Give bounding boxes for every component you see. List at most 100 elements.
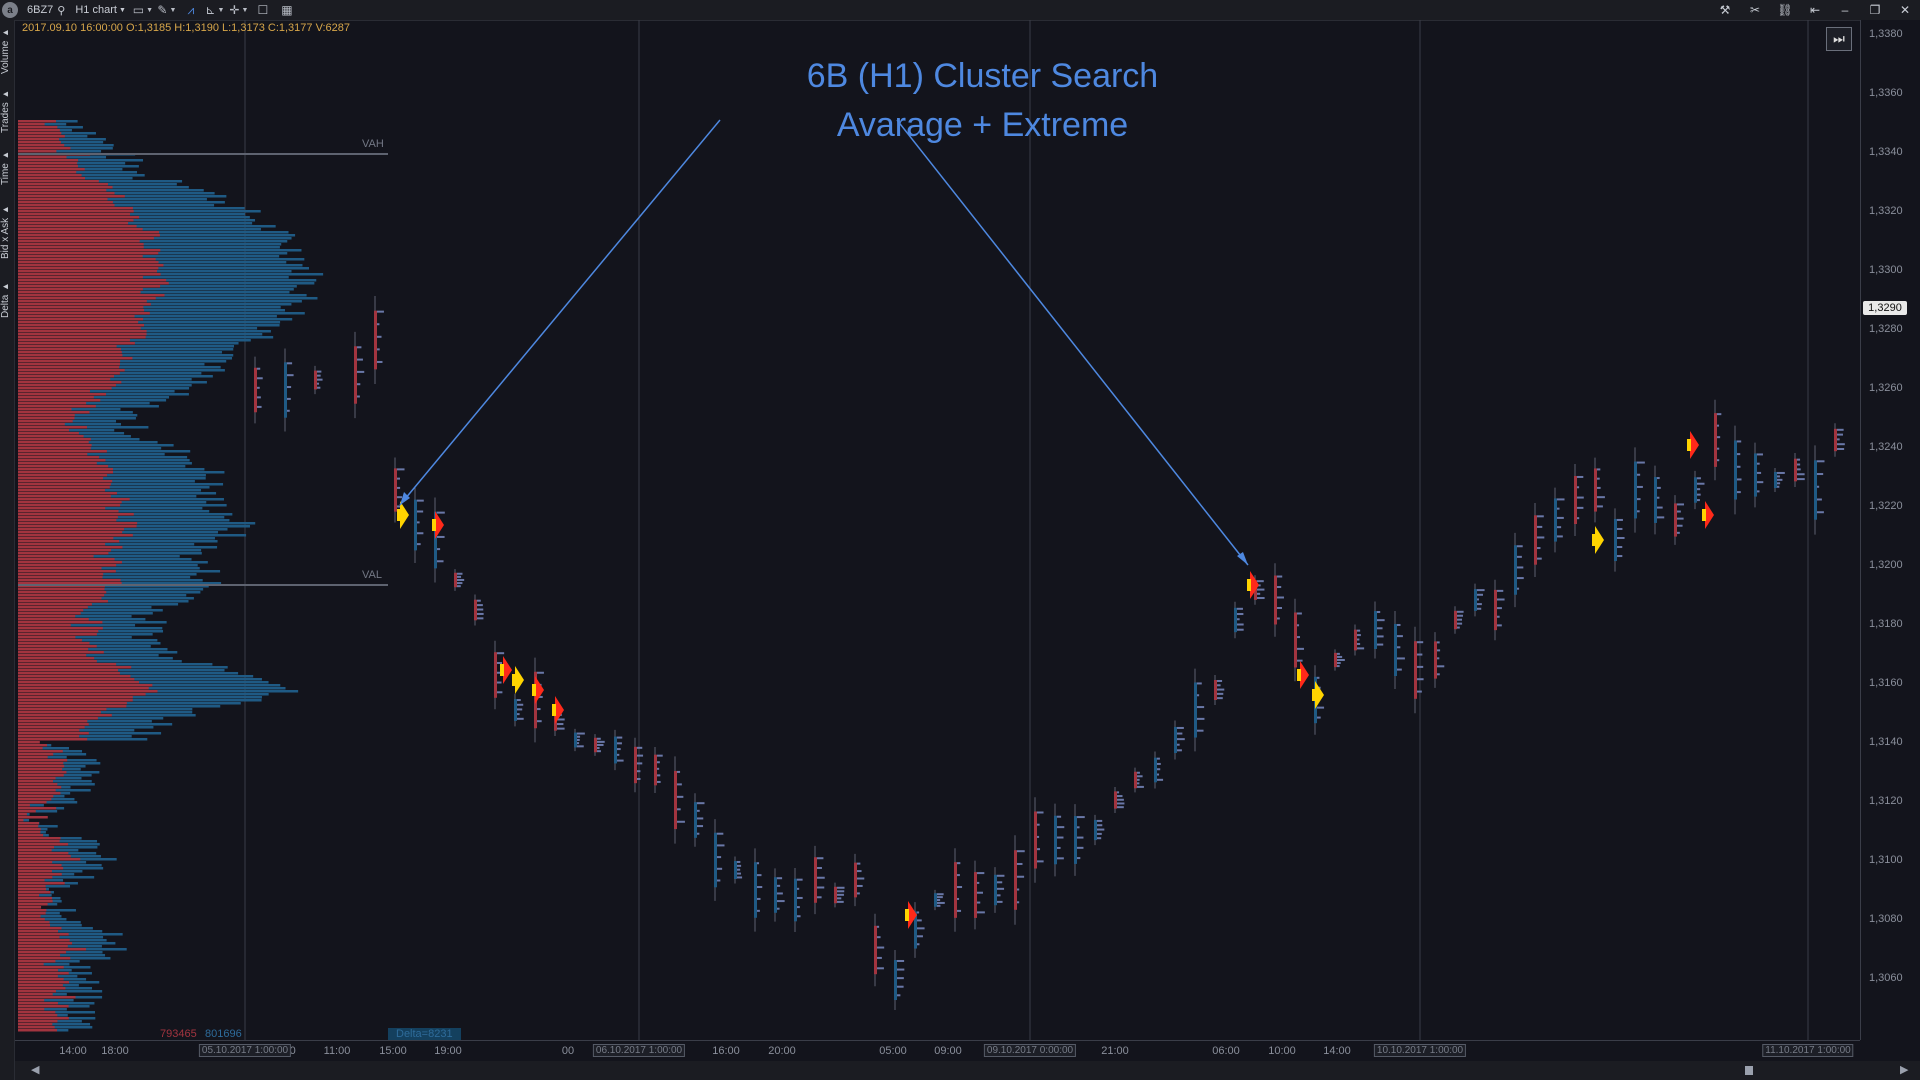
- profile-bid-bar: [18, 453, 165, 456]
- delta-label: Delta=8231: [388, 1028, 461, 1040]
- profile-ask-bar: [18, 462, 97, 465]
- go-to-end-button[interactable]: ⏭: [1826, 27, 1852, 51]
- profile-bid-bar: [18, 240, 288, 243]
- profile-bid-bar: [18, 462, 192, 465]
- tools-icon[interactable]: ⚒: [1719, 3, 1731, 17]
- minimize-icon[interactable]: –: [1841, 3, 1849, 17]
- line-chart-icon[interactable]: ⩘: [187, 2, 195, 17]
- cluster-tick: [1737, 465, 1741, 468]
- link-icon[interactable]: ⛓: [1777, 3, 1793, 17]
- price-axis[interactable]: 1,3290 1,3380 1,3360 1,3340 1,3320 1,3300 1,3…: [1860, 20, 1920, 1040]
- profile-ask-bar: [18, 834, 44, 837]
- cluster-tick: [1317, 716, 1321, 719]
- window-icon[interactable]: ☐: [257, 3, 269, 17]
- candle-body: [1094, 819, 1097, 841]
- scrollbar-thumb[interactable]: [1745, 1066, 1753, 1075]
- indicators-icon[interactable]: ⊾ ▼: [205, 3, 225, 17]
- cluster-tick: [637, 746, 643, 749]
- window-controls: ⚒ ✂ ⛓ ⇤ – ❐ ✕: [1710, 0, 1920, 20]
- cluster-tick: [1837, 428, 1844, 431]
- profile-ask-bar: [18, 414, 75, 417]
- profile-ask-bar: [18, 765, 65, 768]
- tab-bid-ask[interactable]: Bid x Ask ▸: [0, 204, 11, 260]
- profile-ask-bar: [18, 783, 58, 786]
- tab-time[interactable]: Time ▸: [0, 149, 11, 185]
- profile-bid-bar: [18, 246, 280, 249]
- profile-ask-bar: [18, 903, 48, 906]
- timeframe-dropdown[interactable]: H1 chart ▼: [70, 0, 131, 20]
- profile-ask-bar: [18, 612, 81, 615]
- profile-bid-bar: [18, 657, 173, 660]
- pencil-icon[interactable]: ✎ ▼: [157, 3, 177, 17]
- profile-ask-bar: [18, 471, 113, 474]
- restore-icon[interactable]: ❐: [1869, 3, 1881, 17]
- candle-body: [284, 362, 287, 418]
- profile-ask-bar: [18, 750, 63, 753]
- time-tick-label: 09:00: [934, 1045, 962, 1057]
- price-tick-label: 1,3340: [1869, 146, 1903, 158]
- candle-body: [874, 925, 877, 975]
- profile-ask-bar: [18, 915, 41, 918]
- chart-type-icon[interactable]: ▭ ▼: [132, 3, 154, 17]
- scroll-left-icon[interactable]: ◀: [31, 1064, 40, 1076]
- close-icon[interactable]: ✕: [1899, 3, 1911, 17]
- cluster-tick: [1557, 516, 1564, 519]
- crosshair-icon[interactable]: ✛ ▼: [229, 3, 249, 17]
- tab-trades[interactable]: Trades ▸: [0, 88, 11, 134]
- profile-bid-bar: [18, 360, 227, 363]
- profile-bid-bar: [18, 318, 293, 321]
- annotation-arrow: [896, 119, 1249, 566]
- profile-ask-bar: [18, 435, 84, 438]
- profile-ask-bar: [18, 135, 65, 138]
- cluster-tick: [1377, 611, 1381, 614]
- horizontal-scrollbar[interactable]: ◀ ▶: [15, 1061, 1920, 1080]
- candle-body: [754, 862, 757, 918]
- profile-ask-bar: [18, 171, 77, 174]
- cluster-tick: [697, 825, 704, 828]
- candle-body: [1194, 682, 1197, 738]
- tab-volume[interactable]: Volume ▸: [0, 26, 11, 74]
- cluster-tick: [477, 612, 484, 615]
- cluster-tick: [917, 927, 925, 930]
- cluster-tick: [437, 560, 444, 563]
- search-icon[interactable]: ⚲: [57, 4, 66, 17]
- cluster-tick: [997, 874, 1005, 877]
- scroll-right-icon[interactable]: ▶: [1900, 1064, 1909, 1076]
- cluster-tick: [1597, 496, 1605, 499]
- profile-ask-bar: [18, 666, 132, 669]
- cluster-tick: [1037, 823, 1040, 826]
- profile-ask-bar: [18, 717, 98, 720]
- chart-canvas[interactable]: [15, 20, 1859, 1040]
- profile-ask-bar: [18, 945, 68, 948]
- profile-bid-bar: [18, 732, 162, 735]
- profile-ask-bar: [18, 522, 138, 525]
- cluster-tick: [1237, 607, 1243, 610]
- profile-ask-bar: [18, 927, 62, 930]
- symbol-selector[interactable]: 6BZ7 ⚲: [22, 0, 70, 20]
- tab-delta[interactable]: Delta ▸: [0, 280, 11, 318]
- profile-ask-bar: [18, 459, 106, 462]
- cluster-tick: [1757, 462, 1760, 465]
- profile-bid-bar: [18, 486, 210, 489]
- profile-bid-bar: [18, 243, 282, 246]
- cluster-tick: [617, 742, 622, 745]
- pin-icon[interactable]: ⇤: [1809, 3, 1821, 17]
- cluster-tick: [797, 896, 803, 899]
- profile-ask-bar: [18, 321, 139, 324]
- profile-ask-bar: [18, 309, 145, 312]
- app-logo-icon[interactable]: a: [2, 2, 18, 18]
- cluster-tick: [1057, 815, 1062, 818]
- profile-ask-bar: [18, 594, 105, 597]
- candle-body: [474, 599, 477, 621]
- template-icon[interactable]: ▦: [281, 3, 293, 17]
- cluster-tick: [1137, 775, 1143, 778]
- cluster-tick: [617, 736, 623, 739]
- cluster-tick: [1097, 832, 1102, 835]
- profile-ask-bar: [18, 735, 80, 738]
- scissors-icon[interactable]: ✂: [1749, 3, 1761, 17]
- cluster-tick: [1077, 826, 1080, 829]
- time-axis[interactable]: 14:0018:0007:0011:0015:0019:000008:0012:…: [15, 1040, 1860, 1061]
- profile-bid-bar: [18, 576, 191, 579]
- profile-bid-bar: [18, 213, 245, 216]
- candle-body: [1434, 641, 1437, 679]
